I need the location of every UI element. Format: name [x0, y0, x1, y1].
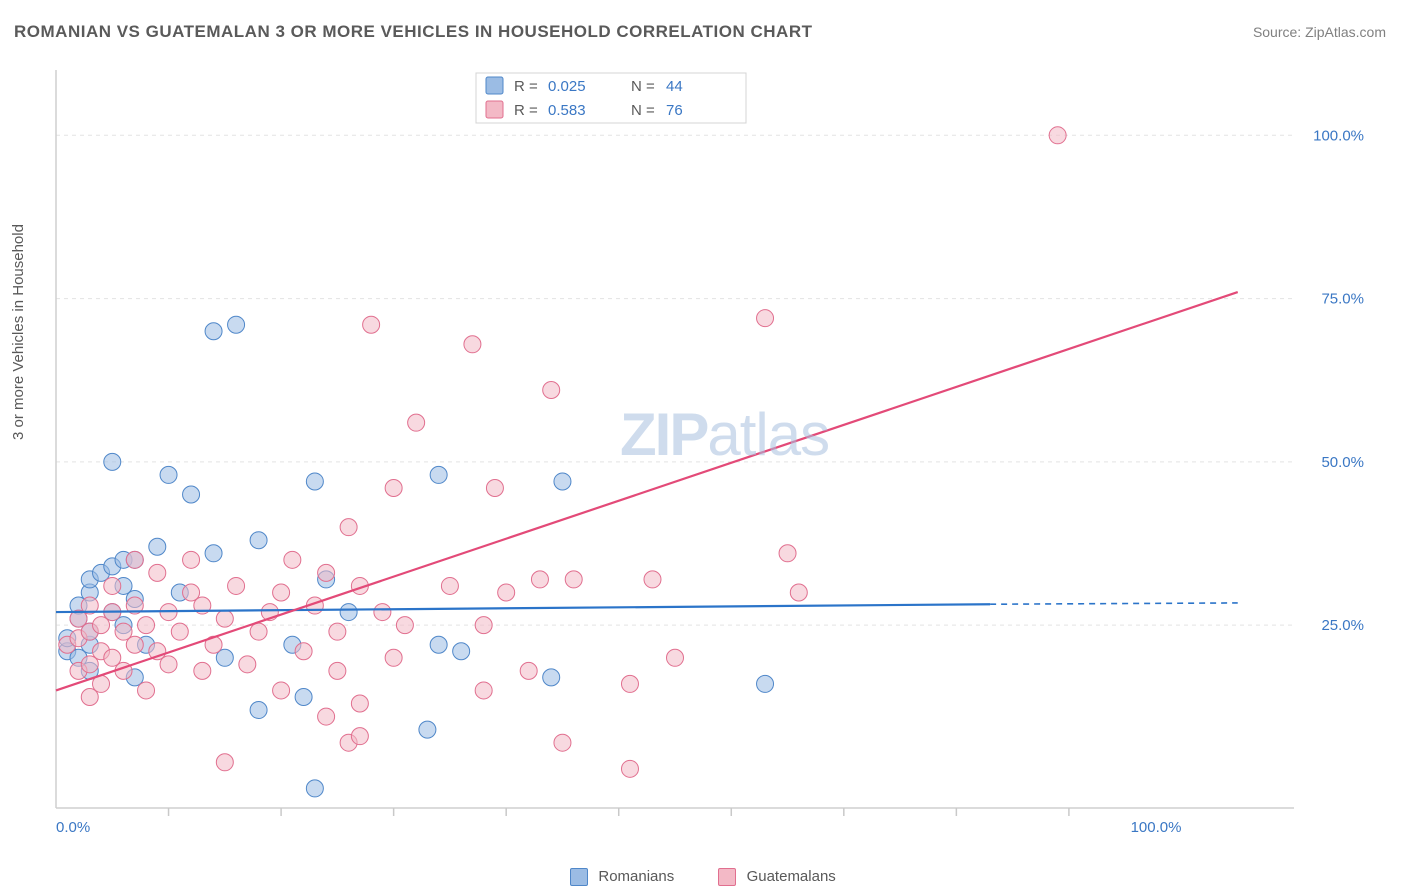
svg-text:R =: R = — [514, 78, 538, 95]
svg-text:R =: R = — [514, 102, 538, 119]
svg-text:100.0%: 100.0% — [1131, 819, 1182, 836]
scatter-chart: 25.0% 50.0% 75.0% 100.0% 0.0% 100.0% R = 0.025 N… — [46, 60, 1386, 840]
bottom-legend: Romanians Guatemalans — [0, 868, 1406, 886]
svg-text:0.0%: 0.0% — [56, 819, 90, 836]
legend-swatch-guatemalans — [718, 868, 736, 886]
source-value: ZipAtlas.com — [1305, 24, 1386, 40]
svg-text:N =: N = — [631, 78, 655, 95]
svg-text:25.0%: 25.0% — [1321, 617, 1364, 634]
legend-item-guatemalans: Guatemalans — [718, 868, 835, 885]
plot-area: 25.0% 50.0% 75.0% 100.0% 0.0% 100.0% R = 0.025 N… — [46, 60, 1386, 840]
legend-label-guatemalans: Guatemalans — [747, 868, 836, 885]
legend-label-romanians: Romanians — [598, 868, 674, 885]
legend-item-romanians: Romanians — [570, 868, 678, 885]
svg-text:100.0%: 100.0% — [1313, 127, 1364, 144]
svg-text:44: 44 — [666, 78, 683, 95]
legend-swatch-romanians — [570, 868, 588, 886]
svg-text:76: 76 — [666, 102, 683, 119]
svg-text:0.025: 0.025 — [548, 78, 586, 95]
source-label: Source: — [1253, 24, 1305, 40]
source-credit: Source: ZipAtlas.com — [1253, 24, 1386, 40]
svg-text:75.0%: 75.0% — [1321, 291, 1364, 308]
svg-text:N =: N = — [631, 102, 655, 119]
svg-text:50.0%: 50.0% — [1321, 454, 1364, 471]
svg-text:0.583: 0.583 — [548, 102, 586, 119]
y-axis-label: 3 or more Vehicles in Household — [10, 224, 27, 440]
chart-title: ROMANIAN VS GUATEMALAN 3 OR MORE VEHICLE… — [14, 22, 813, 42]
